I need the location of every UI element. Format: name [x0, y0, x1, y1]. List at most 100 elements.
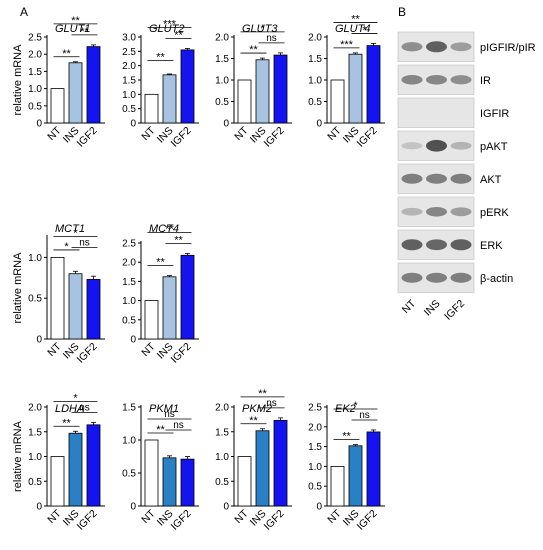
category-label: IGF2	[169, 508, 194, 533]
blot-band-igf2	[450, 272, 472, 283]
y-tick-label: 2.0	[215, 403, 229, 414]
y-tick-label: 2.5	[122, 239, 136, 250]
bar-ins	[68, 62, 83, 124]
blot-row-label: β-actin	[480, 273, 513, 285]
y-tick-label: 1.5	[28, 67, 42, 78]
significance-label: *	[64, 241, 69, 253]
significance-label: ***	[340, 39, 354, 51]
y-tick-label: 2.0	[308, 33, 322, 44]
category-label: IGF2	[262, 125, 287, 150]
bar-igf2	[366, 45, 381, 124]
y-tick-label: 0.5	[28, 477, 42, 488]
y-tick-label: 1.5	[122, 277, 136, 288]
blot-band-ins	[426, 206, 447, 217]
blot-band-nt	[401, 74, 423, 85]
panel-b-label: B	[398, 5, 406, 19]
blot-row-pakt: pAKT	[397, 130, 508, 161]
bar-nt	[50, 88, 65, 124]
significance-label: **	[80, 26, 89, 38]
significance-label: **	[156, 256, 165, 268]
blot-band-ins	[426, 173, 447, 184]
bar-nt	[144, 439, 159, 507]
y-tick-label: 0.5	[122, 104, 136, 115]
category-label: NT	[325, 507, 344, 526]
blot-row-label: ERK	[480, 240, 503, 252]
bar-ins	[348, 445, 363, 507]
y-tick-label: 1.0	[308, 462, 322, 473]
y-tick-label: 0	[223, 502, 229, 513]
chart-title: MCT1	[55, 223, 85, 235]
y-tick-label: 2.0	[122, 61, 136, 72]
y-tick-label: 0.5	[308, 482, 322, 493]
bar-nt	[330, 465, 345, 507]
y-tick-label: 0.5	[122, 315, 136, 326]
y-tick-label: 2.0	[308, 422, 322, 433]
bar-charts-panel: GLUT100.51.01.52.02.5NTINSIGF2******GLUT…	[12, 13, 385, 533]
blot-row-label: pAKT	[480, 141, 508, 153]
y-tick-label: 0	[36, 119, 42, 130]
y-tick-label: 1.5	[122, 403, 136, 414]
blot-band-ins	[426, 41, 447, 53]
blot-band-ins	[426, 139, 447, 152]
chart-title: PKM2	[242, 403, 272, 415]
y-tick-label: 1.0	[122, 90, 136, 101]
blot-band-nt	[401, 173, 423, 184]
category-label: NT	[232, 507, 251, 526]
y-tick-label: 0	[36, 335, 42, 346]
y-tick-label: 2.0	[215, 33, 229, 44]
category-label: NT	[139, 507, 158, 526]
blot-row-label: AKT	[480, 174, 502, 186]
category-label: IGF2	[262, 508, 287, 533]
y-tick-label: 1.0	[122, 296, 136, 307]
bar-nt	[50, 456, 65, 507]
y-axis-label: relative mRNA	[12, 44, 24, 116]
bar-igf2	[273, 54, 288, 124]
blot-row--actin: β-actin	[397, 262, 513, 293]
bar-igf2	[180, 458, 195, 507]
category-label: IGF2	[75, 508, 100, 533]
significance-label: ns	[266, 398, 277, 409]
significance-label: **	[62, 48, 71, 60]
chart-title: PKM1	[149, 403, 179, 415]
chart-title: MCT4	[149, 223, 179, 235]
blot-band-igf2	[450, 173, 472, 184]
blot-band-igf2	[450, 141, 472, 150]
y-tick-label: 1.5	[215, 427, 229, 438]
y-tick-label: 0	[130, 119, 136, 130]
blot-band-nt	[401, 272, 423, 283]
blot-band-ins	[426, 74, 447, 85]
y-tick-label: 0.5	[28, 101, 42, 112]
y-tick-label: 1.5	[28, 427, 42, 438]
significance-label: ns	[164, 409, 175, 420]
bar-igf2	[180, 49, 195, 124]
western-blot-panel: pIGFIR/pIR IR IGFIR pAKT AKT pERK ERK β-actin NT…	[397, 31, 536, 323]
blot-row-label: IGFIR	[480, 108, 509, 120]
bar-igf2	[86, 424, 101, 507]
y-tick-label: 2.5	[122, 47, 136, 58]
y-tick-label: 2.0	[122, 258, 136, 269]
significance-label: *	[260, 23, 265, 35]
significance-label: **	[71, 15, 80, 27]
blot-band-igf2	[450, 239, 472, 251]
significance-label: **	[258, 388, 267, 400]
chart-title: GLUT4	[335, 23, 370, 35]
category-label: IGF2	[75, 341, 100, 366]
category-label: IGF2	[169, 341, 194, 366]
category-label: NT	[232, 124, 251, 143]
panel-a-label: A	[20, 5, 28, 19]
y-tick-label: 0.5	[308, 97, 322, 108]
significance-label: **	[351, 13, 360, 25]
significance-label: ns	[359, 410, 370, 421]
y-tick-label: 1.0	[28, 452, 42, 463]
significance-label: ns	[266, 33, 277, 44]
significance-label: **	[174, 234, 183, 246]
y-tick-label: 1.5	[215, 54, 229, 65]
y-tick-label: 1.0	[215, 76, 229, 87]
bar-ins	[162, 276, 177, 340]
bar-ins	[162, 74, 177, 124]
blot-row-pigfir-pir: pIGFIR/pIR	[397, 31, 536, 62]
significance-label: ns	[79, 237, 90, 248]
